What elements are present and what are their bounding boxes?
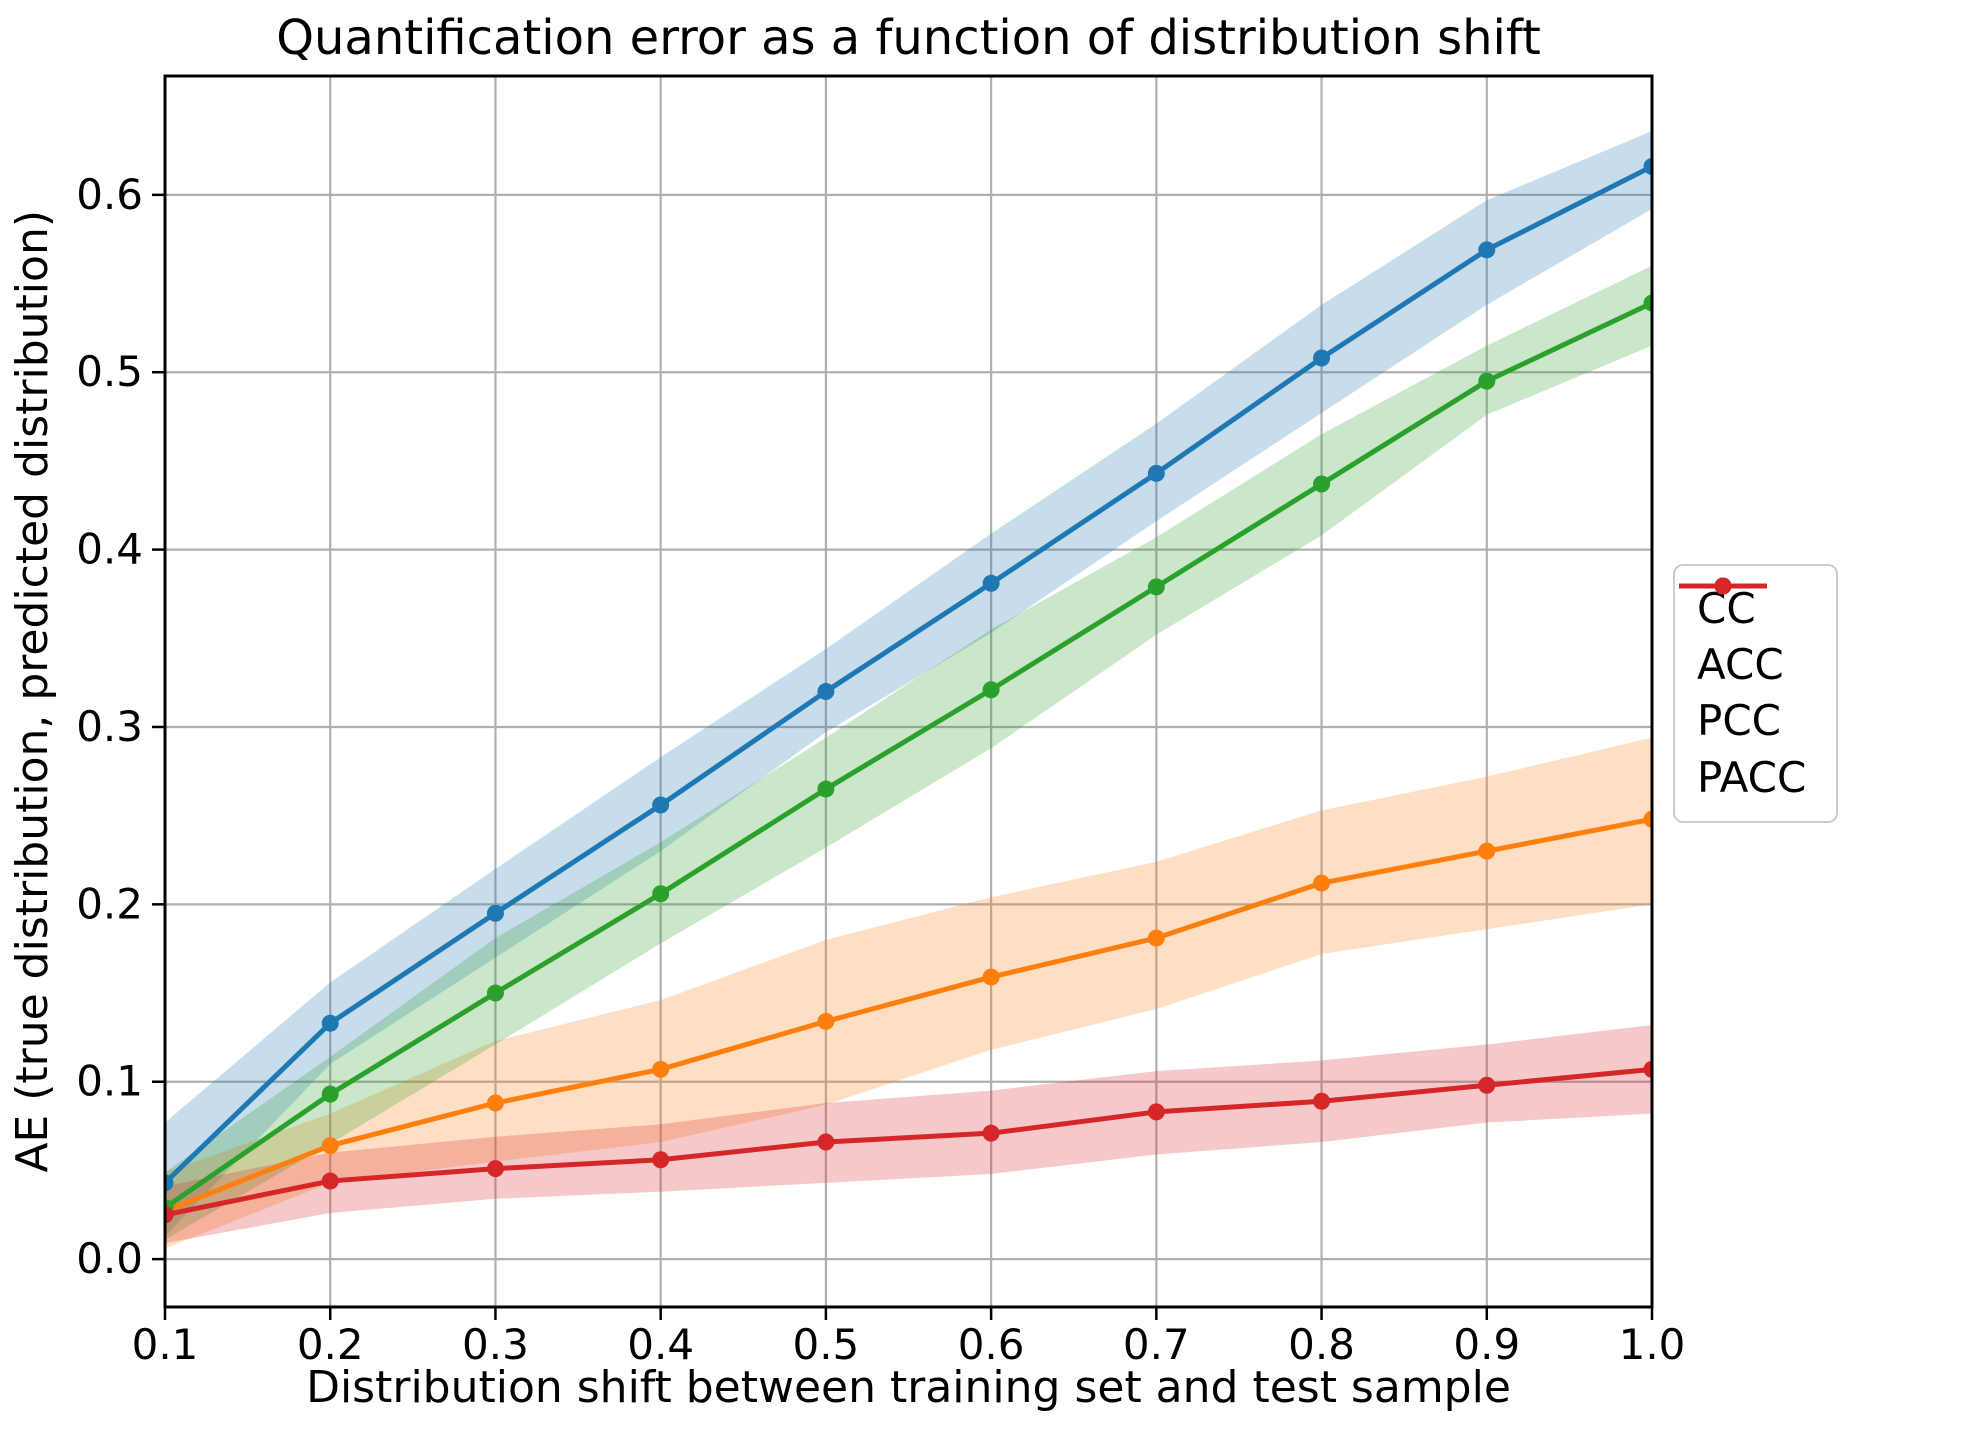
series-PCC-line	[165, 300, 1652, 1211]
y-tick-label: 0.6	[76, 170, 143, 219]
tick-labels: 0.1 0.2 0.3 0.4 0.5 0.6 0.7 0.8 0.9 1.0 0.0 0.1 0.2 0…	[76, 170, 1685, 1369]
x-tick-label: 0.8	[1288, 1320, 1355, 1369]
legend-entry-PACC: PACC	[1679, 577, 1807, 802]
series-ACC-markers	[165, 810, 1652, 1220]
series-PACC-markers	[165, 1060, 1652, 1224]
series-CC-markers	[165, 157, 1652, 1192]
legend-entry-PCC: PCC	[1679, 577, 1806, 746]
y-tick-label: 0.1	[76, 1057, 143, 1106]
y-axis-label-text: AE (true distribution, predicted distrib…	[6, 210, 58, 1173]
series-layer	[165, 130, 1652, 1249]
legend: CC ACC PCC PACC	[1673, 564, 1839, 823]
x-tick-label: 1.0	[1619, 1320, 1686, 1369]
legend-label-ACC: ACC	[1697, 640, 1784, 690]
x-tick-label: 0.9	[1453, 1320, 1520, 1369]
axes-spines	[163, 74, 1654, 1309]
legend-label-PCC: PCC	[1697, 696, 1781, 746]
series-PACC-line	[165, 1066, 1652, 1218]
y-tick-label: 0.0	[76, 1234, 143, 1283]
x-tick-label: 0.1	[132, 1320, 199, 1369]
x-tick-label: 0.4	[627, 1320, 694, 1369]
series-PACC-band	[165, 1024, 1652, 1244]
series-ACC-band	[165, 737, 1652, 1249]
legend-entry-ACC: ACC	[1679, 577, 1806, 690]
x-tick-label: 0.6	[958, 1320, 1025, 1369]
y-tick-label: 0.3	[76, 702, 143, 751]
x-tick-label: 0.2	[297, 1320, 364, 1369]
series-CC-line	[165, 163, 1652, 1186]
series-PCC-markers	[165, 294, 1652, 1217]
legend-line-sample-PACC	[1679, 577, 1767, 595]
legend-label-PACC: PACC	[1697, 752, 1807, 802]
x-axis-label: Distribution shift between training set …	[306, 1362, 1511, 1413]
x-tick-label: 0.3	[462, 1320, 529, 1369]
y-axis-label: AE (true distribution, predicted distrib…	[4, 76, 60, 1307]
series-CC-band	[165, 130, 1652, 1237]
series-ACC-line	[165, 816, 1652, 1214]
y-tick-label: 0.4	[76, 525, 143, 574]
x-tick-label: 0.5	[792, 1320, 859, 1369]
x-tick-label: 0.7	[1123, 1320, 1190, 1369]
chart-title: Quantification error as a function of di…	[276, 10, 1541, 66]
y-tick-label: 0.2	[76, 879, 143, 928]
tick-marks	[152, 193, 1654, 1320]
y-tick-label: 0.5	[76, 347, 143, 396]
